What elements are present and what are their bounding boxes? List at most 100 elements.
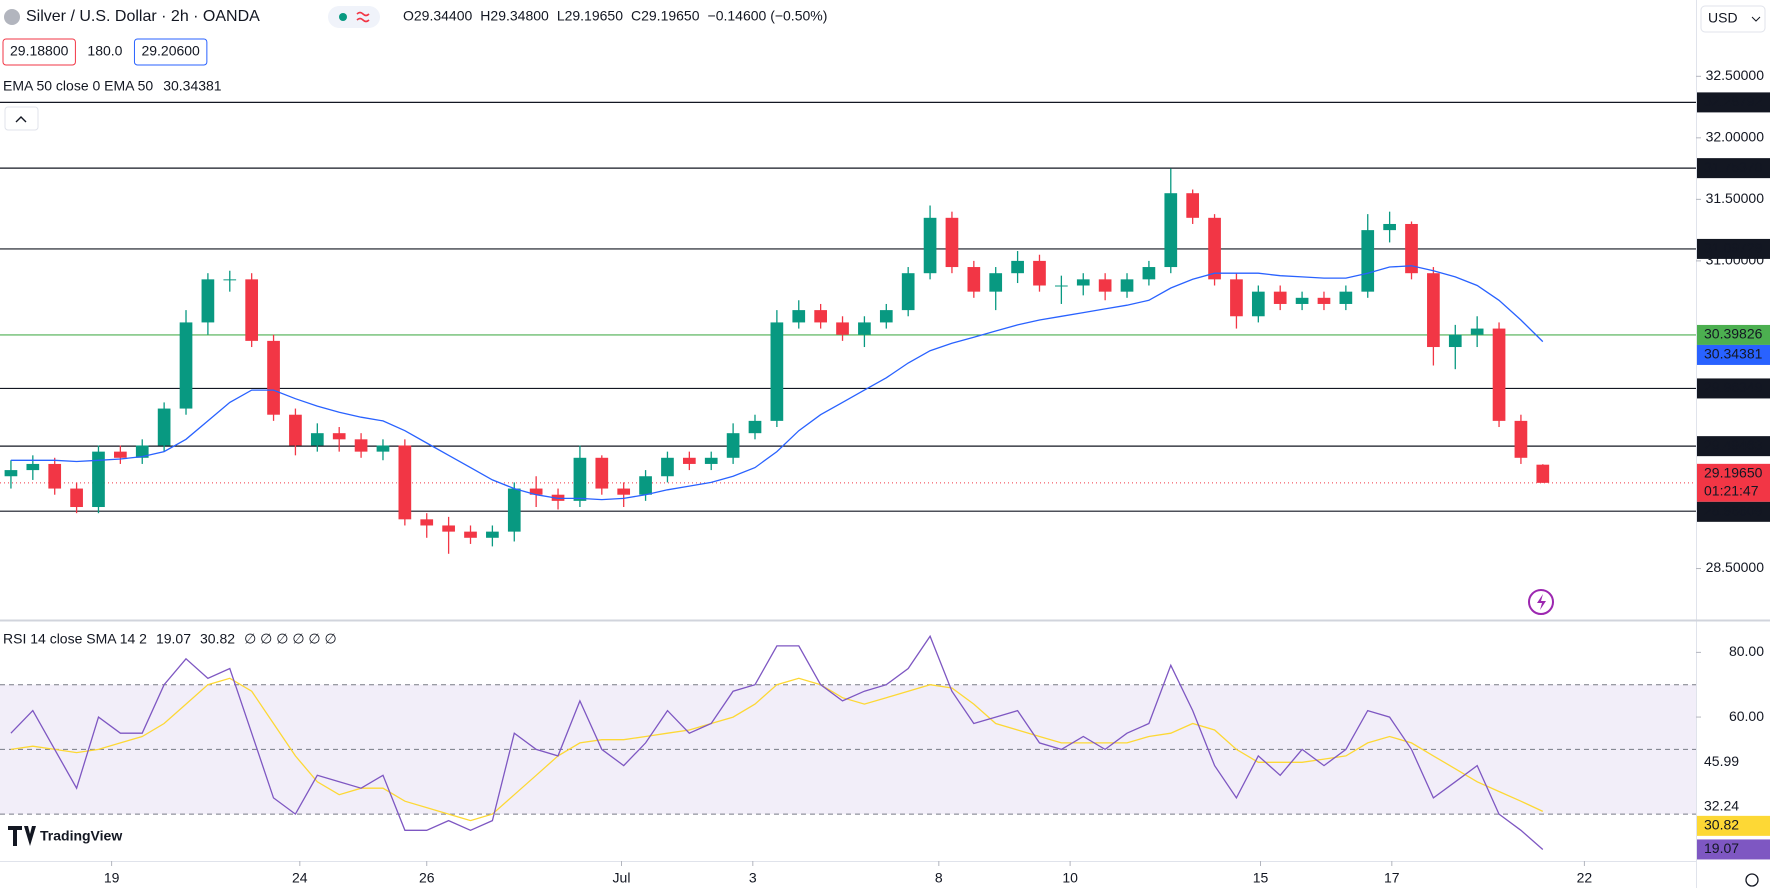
- candle-body: [464, 531, 477, 538]
- ohlc-value: C29.19650: [631, 8, 700, 24]
- candle-body: [858, 322, 871, 335]
- collapse-icon: [15, 116, 27, 123]
- price-badge-label: 29.49463: [1704, 437, 1763, 453]
- x-tick-label: 22: [1577, 870, 1593, 886]
- candle-body: [310, 433, 324, 446]
- candle-body: [1098, 279, 1112, 292]
- candle-body: [748, 420, 762, 434]
- candle-body: [1405, 223, 1418, 274]
- candle-body: [1470, 328, 1484, 335]
- candle-body: [1273, 291, 1287, 304]
- ask-price-box[interactable]: [133, 38, 208, 66]
- candle-body: [573, 457, 587, 501]
- candle-body: [245, 279, 259, 341]
- candle-body: [1230, 279, 1243, 317]
- currency-select[interactable]: [1700, 5, 1766, 33]
- indicator-label: EMA 50 close 0 EMA 50: [3, 78, 153, 94]
- candle-body: [1492, 328, 1506, 421]
- ema-line: [10, 265, 1544, 501]
- price-badge: [1697, 238, 1770, 259]
- candle-body: [989, 273, 1003, 292]
- candle-body: [1514, 420, 1528, 458]
- indicator-value: 30.34381: [163, 78, 222, 94]
- candle-body: [1076, 279, 1090, 286]
- candle-body: [1295, 297, 1309, 304]
- candle-body: [792, 310, 806, 323]
- price-badge: [1697, 344, 1770, 365]
- x-tick-label: 8: [935, 870, 943, 886]
- candle-body: [354, 439, 368, 452]
- header: Silver / U.S. Dollar · 2h · OANDA O29.344…: [2, 5, 1766, 887]
- x-tick-label: 15: [1253, 870, 1269, 886]
- candle-body: [179, 322, 193, 409]
- price-badge: [1697, 324, 1770, 345]
- candle-body: [923, 217, 937, 274]
- grid-layer: [0, 101, 1696, 815]
- candle-body: [92, 451, 105, 508]
- collapse-button[interactable]: [4, 106, 39, 131]
- status-pill[interactable]: [328, 6, 380, 28]
- price-badge: [1697, 839, 1770, 860]
- candle-body: [157, 408, 171, 446]
- candle-body: [879, 310, 893, 323]
- price-badge-label: 45.99: [1704, 753, 1739, 769]
- candle-body: [1251, 291, 1265, 317]
- ohlc-value: H29.34800: [480, 8, 549, 24]
- rsi-line: [10, 634, 1544, 850]
- ohlc-value: −0.14600 (−0.50%): [708, 8, 828, 24]
- candle-body: [595, 457, 609, 489]
- axis-layer: 32.5000032.0000031.5000031.0000028.50000…: [104, 67, 1770, 886]
- y-tick-label: 31.50000: [1706, 190, 1765, 206]
- price-badge-label: 29.96349: [1704, 379, 1763, 395]
- candle-body: [1536, 464, 1550, 483]
- price-badge-label: 30.82: [1704, 817, 1739, 833]
- price-badge: [1697, 436, 1770, 457]
- candle-body: [661, 457, 674, 477]
- candle-body: [814, 310, 827, 323]
- x-tick-label: 24: [292, 870, 308, 886]
- brand-name: TradingView: [40, 828, 122, 844]
- candle-body: [442, 525, 455, 532]
- rsi-value: 19.07: [156, 631, 191, 647]
- price-badge-label: 01:21:47: [1704, 483, 1759, 499]
- candle-body: [332, 433, 346, 440]
- candle-body: [1448, 334, 1462, 348]
- y-tick-label: 28.50000: [1706, 559, 1765, 575]
- candle-body: [1164, 193, 1178, 268]
- candle-body: [639, 476, 652, 495]
- candle-body: [289, 414, 302, 446]
- rsi-legend: RSI 14 close SMA 14 2: [3, 631, 147, 647]
- candle-body: [901, 273, 915, 311]
- price-badge: [1697, 158, 1770, 179]
- candle-body: [617, 488, 631, 495]
- candle-body: [48, 463, 62, 489]
- candle-body: [1361, 230, 1375, 292]
- settings-icon[interactable]: [1745, 873, 1759, 887]
- candle-body: [486, 531, 499, 538]
- candle-body: [1383, 223, 1396, 231]
- price-badge-label: 32.28792: [1704, 93, 1763, 109]
- rsi-y-tick-label: 60.00: [1729, 708, 1764, 724]
- price-badge-label: 19.07: [1704, 840, 1739, 856]
- candle-body: [945, 217, 959, 268]
- alert-bolt: [1537, 594, 1546, 610]
- candle-body: [1317, 297, 1331, 304]
- x-tick-label: 10: [1062, 870, 1078, 886]
- delay-icon: [356, 11, 370, 23]
- x-tick-label: 26: [419, 870, 435, 886]
- y-tick-label: 32.00000: [1706, 129, 1765, 145]
- price-badge-label: 30.39826: [1704, 326, 1763, 342]
- ask-price: 29.20600: [141, 43, 200, 59]
- candle-body: [836, 322, 849, 335]
- candle-body: [70, 488, 83, 508]
- candle-body: [704, 457, 718, 464]
- candle-body: [398, 445, 412, 520]
- candle-body: [1339, 291, 1353, 304]
- x-tick-label: 3: [749, 870, 757, 886]
- bid-price-box[interactable]: [2, 38, 76, 66]
- rsi-sma-value: 30.82: [200, 631, 235, 647]
- candle-body: [529, 488, 543, 495]
- candle-body: [135, 445, 149, 458]
- price-badge: [1697, 92, 1770, 113]
- candle-body: [1208, 217, 1221, 280]
